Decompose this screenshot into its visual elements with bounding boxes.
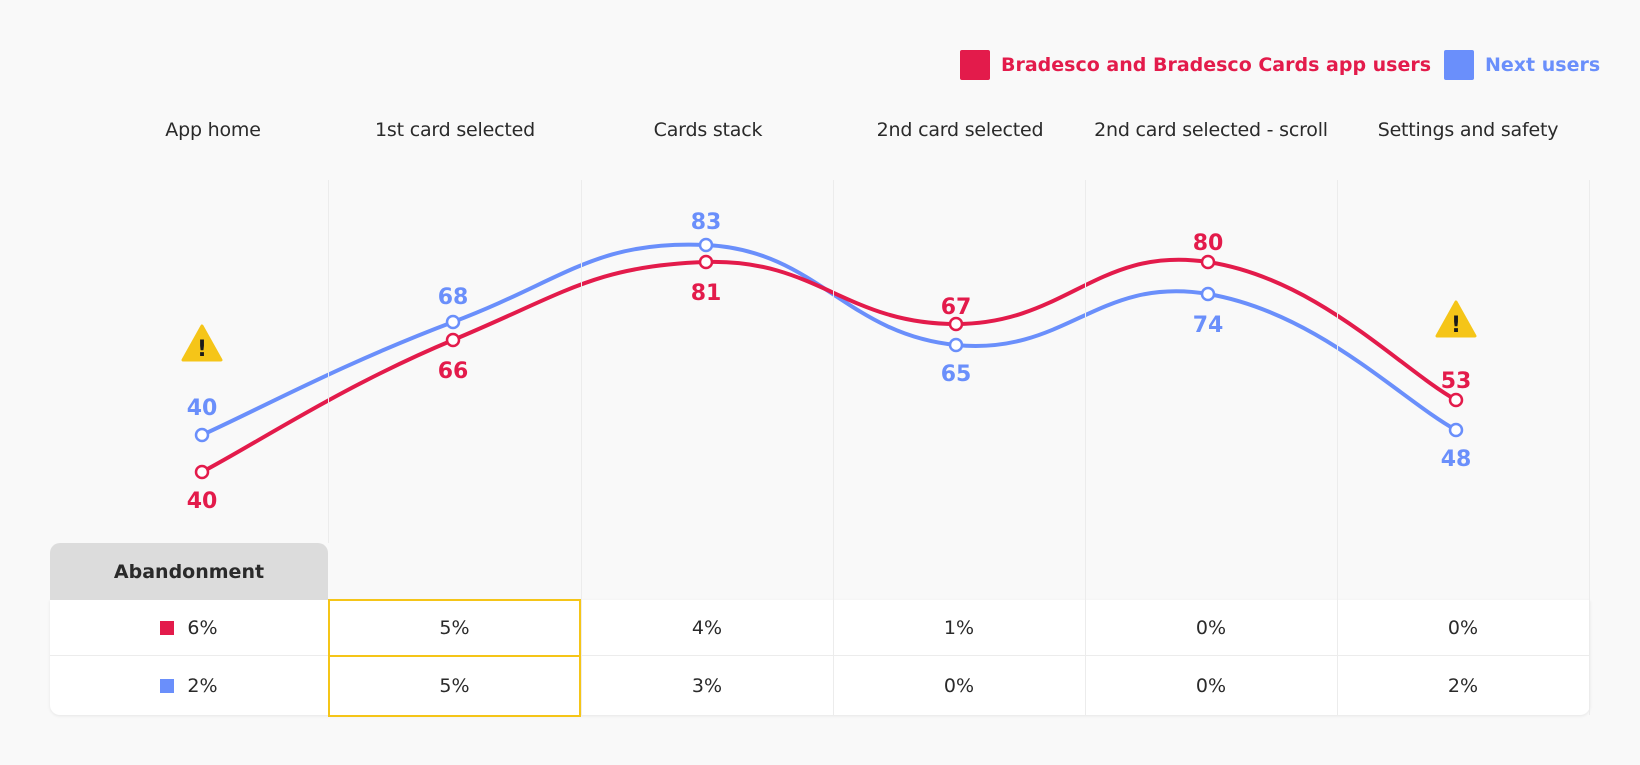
data-label: 40 <box>187 489 218 514</box>
table-cell: 5% <box>439 674 470 697</box>
legend-swatch-blue <box>1444 50 1474 80</box>
abandonment-header: Abandonment <box>50 543 328 600</box>
series-line-next <box>200 242 1458 437</box>
data-point <box>1200 286 1216 302</box>
legend-item-next: Next users <box>1444 50 1600 80</box>
table-column-separator <box>328 180 329 543</box>
data-point <box>948 337 964 353</box>
table-cell: 2% <box>187 674 218 697</box>
data-label: 66 <box>438 359 469 384</box>
data-point <box>194 464 210 480</box>
series-line-bradesco <box>200 257 1458 474</box>
data-label: 67 <box>941 295 972 320</box>
legend-label-bradesco: Bradesco and Bradesco Cards app users <box>1001 54 1432 76</box>
column-header-settings: Settings and safety <box>1377 119 1559 141</box>
table-column-separator <box>1337 180 1338 715</box>
table-cell: 5% <box>439 616 470 639</box>
column-header-1st-card: 1st card selected <box>375 119 535 141</box>
column-header-2nd-card-scroll: 2nd card selected - scroll <box>1094 119 1328 141</box>
table-row-bradesco-first: 6% <box>50 600 328 655</box>
table-column-separator <box>581 180 582 715</box>
series-marker-blue <box>160 678 175 693</box>
table-cell: 0% <box>1195 674 1227 697</box>
abandonment-table <box>50 600 1590 715</box>
table-column-separator <box>833 180 834 715</box>
highlighted-column-divider <box>328 655 581 657</box>
table-column-separator <box>1589 180 1590 715</box>
warning-icon: ! <box>181 324 223 362</box>
svg-text:!: ! <box>1451 313 1461 338</box>
column-header-app-home: App home <box>165 119 261 141</box>
data-point <box>445 332 461 348</box>
data-label: 40 <box>187 396 218 421</box>
data-point <box>948 316 964 332</box>
table-cell: 0% <box>1195 616 1227 639</box>
table-cell: 6% <box>187 616 218 639</box>
data-point <box>194 427 210 443</box>
data-label: 74 <box>1193 313 1224 338</box>
svg-text:!: ! <box>197 337 207 362</box>
data-label: 53 <box>1441 369 1472 394</box>
data-point <box>1200 254 1216 270</box>
data-label: 83 <box>691 210 722 235</box>
column-header-2nd-card: 2nd card selected <box>876 119 1044 141</box>
table-cell: 3% <box>691 674 723 697</box>
data-label: 65 <box>941 362 972 387</box>
table-row-separator <box>50 655 1590 656</box>
column-header-cards-stack: Cards stack <box>653 119 763 141</box>
table-cell: 2% <box>1447 674 1479 697</box>
data-label: 68 <box>438 285 469 310</box>
table-cell: 0% <box>1447 616 1479 639</box>
legend-item-bradesco: Bradesco and Bradesco Cards app users <box>960 50 1431 80</box>
table-column-separator <box>1085 180 1086 715</box>
data-label: 80 <box>1193 231 1224 256</box>
data-label: 48 <box>1441 447 1472 472</box>
table-cell: 4% <box>691 616 723 639</box>
data-point <box>1448 422 1464 438</box>
data-point <box>698 254 714 270</box>
data-point <box>1448 392 1464 408</box>
data-point <box>698 237 714 253</box>
warning-icon: ! <box>1435 300 1477 338</box>
table-row-next-first: 2% <box>50 656 328 715</box>
table-cell: 1% <box>943 616 975 639</box>
legend-label-next: Next users <box>1485 54 1601 76</box>
legend-swatch-red <box>960 50 990 80</box>
series-marker-red <box>160 620 175 635</box>
data-point <box>445 314 461 330</box>
data-label: 81 <box>691 281 722 306</box>
table-cell: 0% <box>943 674 975 697</box>
